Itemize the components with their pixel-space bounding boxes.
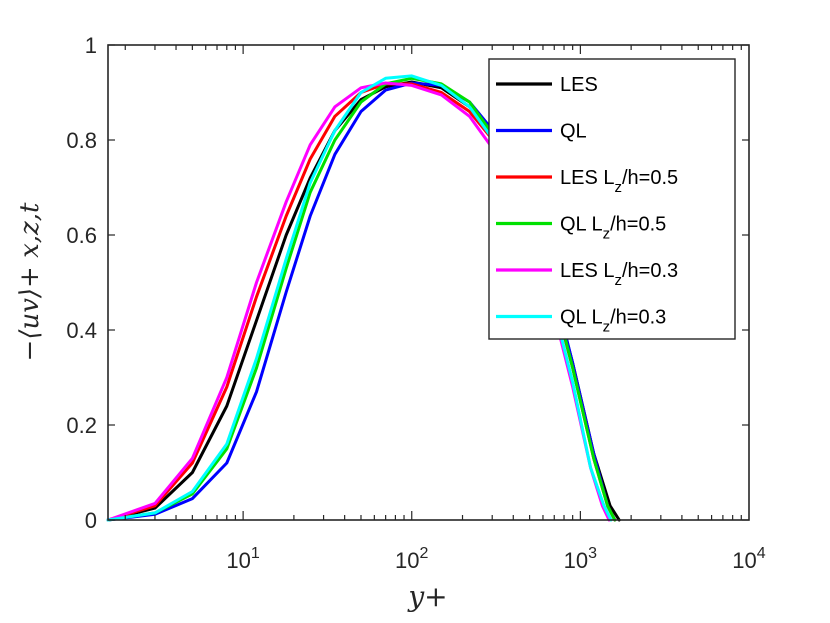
plot-frame bbox=[107, 44, 750, 521]
y-tick-label: 0.2 bbox=[66, 413, 97, 438]
x-tick-label: 103 bbox=[564, 545, 597, 573]
x-tick-label: 101 bbox=[226, 545, 259, 573]
x-tick-labels: 101 102 103 104 bbox=[226, 545, 765, 573]
legend-label-3: QL Lz/h=0.5 bbox=[560, 214, 666, 243]
legend-label-1: QL bbox=[560, 121, 587, 143]
series-line-5 bbox=[106, 74, 613, 522]
tick-layer bbox=[108, 44, 749, 521]
y-tick-label: 1 bbox=[85, 33, 97, 58]
y-tick-label: 0.8 bbox=[66, 128, 97, 153]
legend-entries: LES QL LES Lz/h=0.5 QL Lz/h=0.5 LES Lz/h=0.3… bbox=[496, 74, 678, 336]
x-tick-label: 102 bbox=[395, 545, 428, 573]
legend-label-4: LES Lz/h=0.3 bbox=[560, 260, 678, 289]
y-tick-label: 0.4 bbox=[66, 318, 97, 343]
x-tick-label: 104 bbox=[732, 545, 765, 573]
legend-label-2: LES Lz/h=0.5 bbox=[560, 167, 678, 196]
legend-label-5: QL Lz/h=0.3 bbox=[560, 307, 666, 336]
legend-label-0: LES bbox=[560, 74, 598, 96]
x-axis-label: y+ bbox=[406, 580, 447, 613]
x-axis-label-text: y+ bbox=[406, 580, 447, 613]
y-tick-labels: 0 0.2 0.4 0.6 0.8 1 bbox=[66, 33, 97, 533]
y-tick-label: 0.6 bbox=[66, 223, 97, 248]
series-layer bbox=[106, 74, 621, 522]
legend: LES QL LES Lz/h=0.5 QL Lz/h=0.5 LES Lz/h=0.3… bbox=[488, 58, 736, 340]
y-tick-label: 0 bbox=[85, 508, 97, 533]
series-line-3 bbox=[106, 76, 617, 522]
legend-box bbox=[488, 58, 736, 340]
y-axis-label: −⟨uv⟩+ x,z,t bbox=[15, 202, 45, 361]
y-axis-label-text: −⟨uv⟩+ x,z,t bbox=[15, 202, 45, 361]
